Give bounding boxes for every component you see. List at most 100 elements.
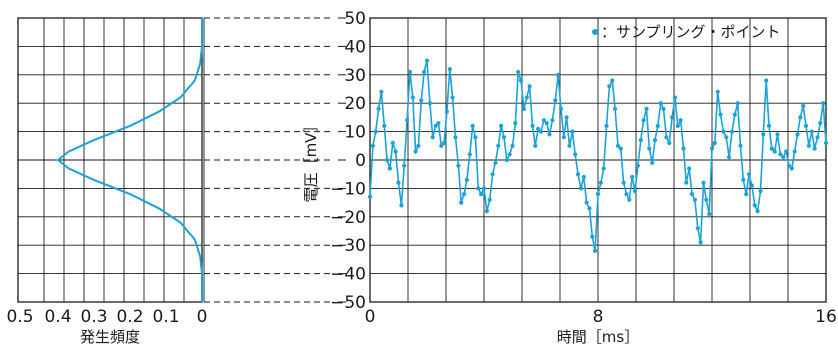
sampling-point xyxy=(741,177,746,182)
sampling-point xyxy=(781,155,786,160)
sampling-point xyxy=(453,135,458,140)
sampling-point xyxy=(792,149,797,154)
sampling-point xyxy=(701,180,706,185)
sampling-point xyxy=(382,123,387,128)
sampling-point xyxy=(704,197,709,202)
sampling-point xyxy=(516,69,521,75)
sampling-point xyxy=(709,146,715,151)
frequency-curve xyxy=(56,18,203,302)
sampling-point xyxy=(718,112,723,117)
sampling-point xyxy=(587,206,592,211)
sampling-point xyxy=(601,166,606,171)
sampling-point xyxy=(556,72,561,77)
sampling-point xyxy=(370,143,375,148)
sampling-point xyxy=(510,143,515,148)
sampling-point xyxy=(442,140,447,146)
sampling-point xyxy=(376,106,381,111)
sampling-point xyxy=(544,121,549,126)
waveform-y-tick-label: 20 xyxy=(344,94,366,114)
sampling-points xyxy=(367,58,829,253)
sampling-point xyxy=(815,135,820,140)
sampling-point xyxy=(632,189,638,194)
sampling-point xyxy=(707,211,712,217)
sampling-point xyxy=(661,106,666,111)
sampling-point xyxy=(501,135,507,140)
sampling-point xyxy=(647,146,652,151)
sampling-point xyxy=(746,172,752,177)
sampling-point xyxy=(744,192,749,197)
sampling-point xyxy=(749,183,755,188)
sampling-point xyxy=(595,192,601,197)
sampling-point xyxy=(416,143,421,148)
sampling-point xyxy=(444,109,449,114)
sampling-point xyxy=(627,197,632,202)
sampling-point xyxy=(496,143,501,148)
sampling-point xyxy=(430,135,435,140)
histogram-x-tick-label: 0.4 xyxy=(44,307,71,327)
sampling-point xyxy=(798,115,803,120)
sampling-point xyxy=(422,69,427,75)
sampling-point xyxy=(638,138,643,143)
waveform-y-tick-label: −50 xyxy=(330,293,366,313)
sampling-point xyxy=(518,78,524,83)
sampling-point xyxy=(479,192,484,197)
level-connectors xyxy=(204,17,334,303)
sampling-point xyxy=(769,146,774,151)
sampling-point xyxy=(590,234,595,239)
sampling-point xyxy=(732,112,737,117)
sampling-point xyxy=(724,135,729,140)
sampling-point xyxy=(527,84,532,89)
sampling-point xyxy=(541,118,547,123)
sampling-point xyxy=(687,166,692,171)
sampling-point xyxy=(547,132,552,137)
waveform-x-tick-label: 8 xyxy=(593,307,604,327)
sampling-point xyxy=(413,149,418,154)
sampling-point xyxy=(524,95,529,100)
sampling-point xyxy=(684,180,689,185)
sampling-point xyxy=(615,143,621,148)
sampling-point xyxy=(801,103,806,109)
sampling-point xyxy=(823,140,829,146)
sampling-point xyxy=(607,84,612,89)
frequency-distribution-panel: 0.5 0.4 0.3 0.2 0.1 0 発生頻度 xyxy=(6,17,208,346)
sampling-point xyxy=(367,194,373,199)
sampling-point xyxy=(681,146,686,151)
sampling-point xyxy=(635,163,641,168)
sampling-point xyxy=(379,89,384,94)
waveform-y-tick-label: −40 xyxy=(330,265,366,285)
sampling-point xyxy=(766,123,772,128)
sampling-point xyxy=(476,186,481,191)
histogram-x-tick-label: 0 xyxy=(197,307,208,327)
sampling-point xyxy=(484,209,489,214)
sampling-point xyxy=(650,160,655,165)
waveform-grid xyxy=(370,18,826,302)
sampling-point xyxy=(521,106,527,111)
sampling-point xyxy=(644,106,649,111)
sampling-point xyxy=(393,149,398,154)
legend-text: ：サンプリング・ポイント xyxy=(601,23,781,41)
sampling-point xyxy=(530,123,535,128)
sampling-point xyxy=(604,123,609,128)
sampling-point xyxy=(499,123,504,128)
sampling-point xyxy=(621,180,626,185)
sampling-point xyxy=(558,106,564,111)
sampling-point xyxy=(385,157,390,163)
waveform-y-tick-label: 40 xyxy=(344,37,366,57)
waveform-y-label: 電圧［mV］ xyxy=(302,118,320,203)
sampling-point xyxy=(419,98,424,103)
waveform-y-tick-label: −10 xyxy=(330,179,366,199)
sampling-point xyxy=(467,152,472,157)
legend-marker xyxy=(592,29,598,35)
waveform-x-tick-label: 0 xyxy=(365,307,376,327)
waveform-y-tick-label: 30 xyxy=(344,66,366,86)
sampling-point xyxy=(536,126,541,131)
sampling-point xyxy=(806,143,812,148)
sampling-point xyxy=(402,163,407,168)
sampling-point xyxy=(538,129,544,134)
sampling-point xyxy=(613,106,618,111)
sampling-point xyxy=(396,180,401,185)
waveform-panel: 50 40 30 20 10 0 −10 −20 −30 −40 −50 0 8 16 時間［ms］ 電… xyxy=(302,9,837,346)
sampling-point xyxy=(803,123,809,128)
sampling-point xyxy=(407,69,412,75)
